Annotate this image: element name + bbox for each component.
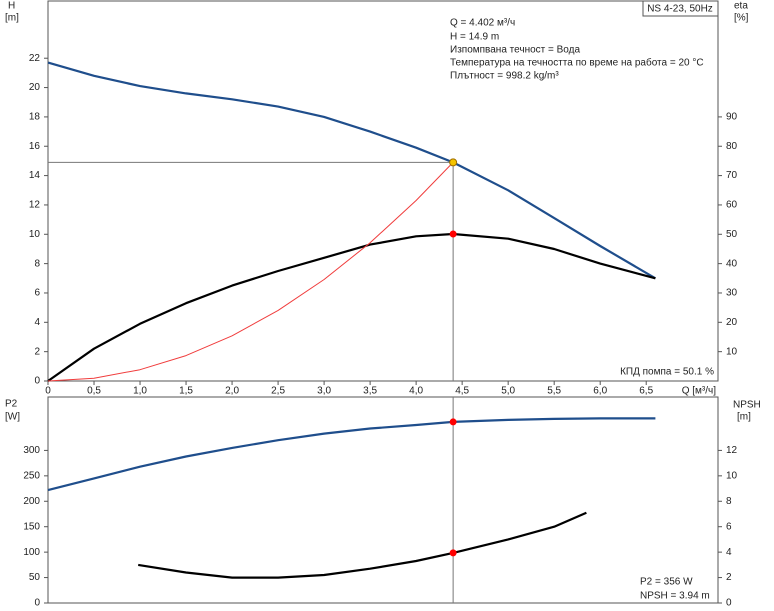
axis-label: [m] [737,412,751,423]
axis-label: eta [734,1,748,12]
y2-tick-label: 4 [726,547,732,558]
y2-tick-label: 90 [726,112,738,123]
annotation: P2 = 356 W [640,577,693,588]
axis-label: NPSH [733,400,761,411]
y-tick-label: 2 [34,346,40,357]
x-tick-label: 1,5 [179,386,193,397]
curve [47,162,454,382]
curve [47,61,656,280]
x-tick-label: 0 [45,386,51,397]
y2-tick-label: 0 [726,598,732,609]
x-tick-label: 5,0 [501,386,515,397]
annotation: Плътност = 998.2 kg/m³ [450,71,559,82]
duty-point [449,549,457,557]
y-tick-label: 12 [29,200,41,211]
y2-tick-label: 80 [726,141,738,152]
y-tick-label: 250 [23,470,40,481]
axis-label: [%] [734,13,749,24]
axis-label: H [8,1,15,12]
y-tick-label: 0 [34,598,40,609]
x-tick-label: 6,0 [593,386,607,397]
y-tick-label: 0 [34,376,40,387]
x-tick-label: 6,5 [639,386,653,397]
curve [47,417,656,492]
y-tick-label: 16 [29,141,41,152]
y-tick-label: 6 [34,288,40,299]
x-tick-label: 0,5 [87,386,101,397]
axis-label: [W] [5,412,20,423]
x-tick-label: 3,0 [317,386,331,397]
y-tick-label: 18 [29,112,41,123]
axis-label: P2 [5,399,18,410]
x-axis-label: Q [м³/ч] [682,386,717,397]
y2-tick-label: 70 [726,170,738,181]
x-tick-label: 3,5 [363,386,377,397]
annotation: Изпомпвана течност = Вода [450,45,580,56]
y-tick-label: 14 [29,170,41,181]
curve [138,511,587,579]
y-tick-label: 10 [29,229,41,240]
x-tick-label: 2,0 [225,386,239,397]
y2-tick-label: 10 [726,346,738,357]
y2-tick-label: 30 [726,288,738,299]
y-tick-label: 100 [23,547,40,558]
plot-frame [47,396,719,604]
duty-point [449,158,458,167]
y-tick-label: 4 [34,317,40,328]
duty-point [449,230,457,238]
y2-tick-label: 8 [726,496,732,507]
x-tick-label: 2,5 [271,386,285,397]
y2-tick-label: 2 [726,572,732,583]
box-title: NS 4-23, 50Hz [647,4,713,15]
y2-tick-label: 60 [726,200,738,211]
y2-tick-label: 10 [726,470,738,481]
y-tick-label: 22 [29,53,41,64]
x-tick-label: 1,0 [133,386,147,397]
x-tick-label: 4,5 [455,386,469,397]
y-tick-label: 200 [23,496,40,507]
curve [47,232,656,382]
annotation: H = 14.9 m [450,32,499,43]
y-tick-label: 8 [34,258,40,269]
annotation: КПД помпа = 50.1 % [620,367,714,378]
y-tick-label: 300 [23,445,40,456]
y-tick-label: 20 [29,82,41,93]
annotation: Температура на течността по време на раб… [450,57,704,69]
y2-tick-label: 50 [726,229,738,240]
plot-frame [47,0,719,382]
annotation: NPSH = 3.94 m [640,591,710,602]
y2-tick-label: 6 [726,521,732,532]
x-tick-label: 5,5 [547,386,561,397]
annotation: Q = 4.402 м³/ч [450,18,515,29]
y2-tick-label: 20 [726,317,738,328]
y2-tick-label: 12 [726,445,738,456]
duty-point [449,418,457,426]
axis-label: [m] [5,13,19,24]
y-tick-label: 50 [29,572,41,583]
y-tick-label: 150 [23,521,40,532]
y2-tick-label: 40 [726,258,738,269]
x-tick-label: 4,0 [409,386,423,397]
title-box [642,0,719,17]
